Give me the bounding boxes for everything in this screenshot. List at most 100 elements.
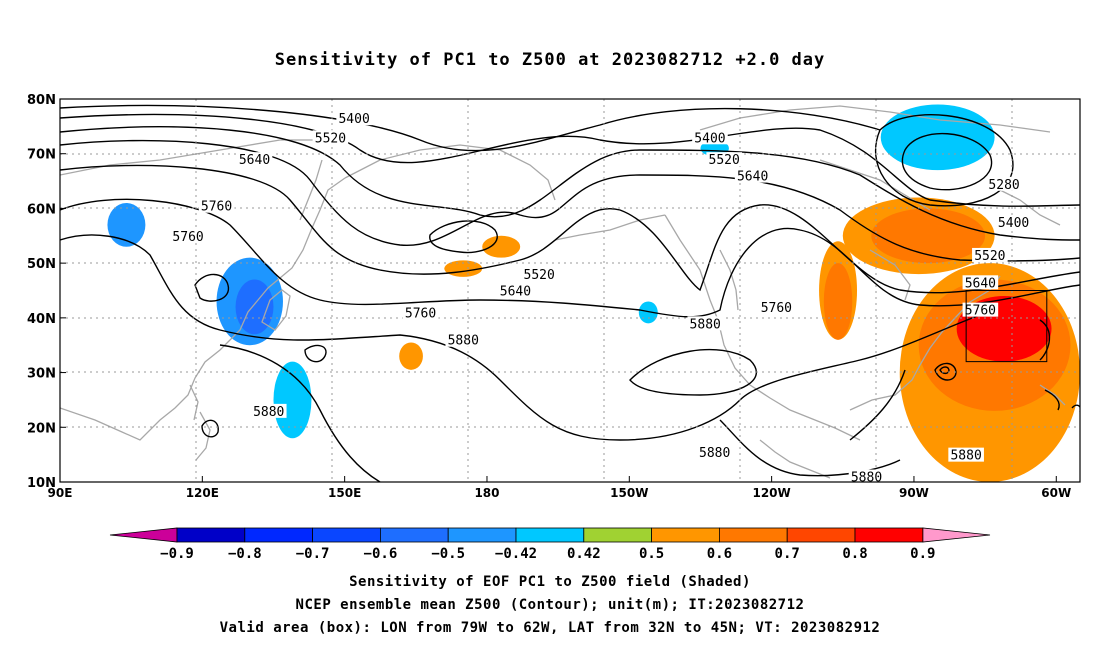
colorbar-label: −0.9 [160,546,194,562]
chart-title: Sensitivity of PC1 to Z500 at 2023082712… [274,50,826,70]
colorbar-segment [651,527,720,543]
colorbar-label: −0.7 [296,546,330,562]
contour-label-bg [198,198,235,213]
lat-tick-label: 50N [27,257,56,272]
contour-label: 5640 [239,153,270,168]
lat-tick-label: 40N [27,312,56,327]
lon-tick-label: 180 [474,486,499,500]
shading-region-14 [823,263,853,340]
contour-label: 5760 [965,304,996,319]
contour-label: 5880 [699,446,730,461]
lat-tick-label: 80N [27,93,56,108]
contour-labels: 5400 5520 5640 5760 5760 5880 5400 5520 5640 5520… [170,111,1032,486]
lon-tick-label: 90W [899,486,929,500]
colorbar-high-arrow [922,527,991,543]
colorbar-segment [719,527,788,543]
colorbar-segment [515,527,585,543]
lat-tick-labels: 80N 70N 60N 50N 40N 30N 20N 10N [27,93,66,491]
sensitivity-map: 5400 5520 5640 5760 5760 5880 5400 5520 5640 5520… [27,93,1081,562]
colorbar-label: 0.6 [707,546,732,562]
contour-label: 5880 [448,334,479,349]
contour-label-bg [312,130,349,145]
caption-contour: NCEP ensemble mean Z500 (Contour); unit(… [295,597,805,613]
lat-tick-label: 60N [27,202,56,217]
contour-label: 5520 [315,131,346,146]
colorbar-label: −0.5 [431,546,465,562]
contour-label-bg [521,267,557,282]
contour-label: 5760 [172,230,203,245]
contour-label: 5640 [737,170,768,185]
colorbar-segment [447,527,517,543]
contour-label-bg [687,316,724,331]
colorbar-label: 0.42 [567,546,601,562]
z500-contours [60,104,1080,482]
contour-label-bg [972,247,1008,262]
contour-label: 5640 [500,285,531,300]
lon-tick-labels: 90E 120E 150E 180 150W 120W 90W 60W [48,476,1071,500]
contour-label-bg [250,403,287,418]
shading-region-8 [107,202,146,247]
colorbar-segment [379,527,449,543]
contour-label: 5280 [988,178,1019,193]
colorbar-segment [176,527,246,543]
contour-label-bg [236,152,273,167]
contour-label: 5880 [950,449,981,464]
colorbar-label: 0.8 [842,546,867,562]
lon-tick-label: 150W [610,486,648,500]
contour-label: 5400 [694,131,725,146]
lon-tick-label: 150E [328,486,361,500]
colorbar-label: −0.6 [364,546,398,562]
colorbar-low-arrow [109,527,178,543]
colorbar-segment [244,527,314,543]
colorbar-label: 0.5 [639,546,664,562]
plot-frame [59,98,1081,483]
contour-label: 5880 [690,317,721,332]
lat-tick-label: 20N [27,421,56,436]
contour-label-bg [696,444,733,459]
caption-valid-area: Valid area (box): LON from 79W to 62W, L… [219,620,881,636]
contour-label: 5880 [851,471,882,486]
lat-tick-label: 30N [27,367,56,382]
contour-label: 5520 [524,268,555,283]
coastlines [60,105,1066,479]
contour-label-bg [986,176,1022,191]
contour-label-bg [445,332,482,347]
colorbar-label: 0.9 [910,546,935,562]
contour-label: 5520 [974,249,1005,264]
contour-label-bg [497,283,534,298]
contour-label: 5880 [253,405,284,420]
contour-label-bg [758,299,795,314]
shading-region-13 [871,208,986,264]
contour-label-bg [948,447,984,462]
contour-label: 5400 [338,112,369,127]
contour-label: 5520 [709,153,740,168]
contour-label-bg [402,305,439,320]
colorbar-segment [583,527,652,543]
colorbar-label: 0.7 [775,546,800,562]
lat-tick-label: 70N [27,148,56,163]
caption-shading: Sensitivity of EOF PC1 to Z500 field (Sh… [349,574,751,590]
colorbar-segment [786,527,856,543]
contour-label-bg [962,302,999,317]
contour-label-bg [995,215,1032,230]
contour-label-bg [848,469,885,482]
colorbar-label: −0.8 [228,546,262,562]
contour-label-bg [962,275,999,290]
lat-tick-label: 10N [27,476,56,491]
colorbar: −0.9 −0.8 −0.7 −0.6 −0.5 −0.42 0.42 0.5 0.6 0.7 0.… [109,527,991,562]
shading-region-11 [399,342,423,370]
lon-tick-label: 120W [752,486,790,500]
shading-region-0 [273,361,312,439]
valid-area-box [965,290,1048,363]
sensitivity-shading [107,104,1080,482]
contour-label: 5640 [965,276,996,291]
lon-tick-label: 60W [1041,486,1071,500]
contour-label: 5400 [998,216,1029,231]
shading-region-9 [482,235,521,258]
lon-tick-label: 120E [186,486,219,500]
lon-tick-label: 90E [48,486,73,500]
contour-label: 5760 [405,306,436,321]
contour-label: 5760 [761,301,792,316]
contour-label-bg [734,168,771,183]
colorbar-segment [854,527,924,543]
